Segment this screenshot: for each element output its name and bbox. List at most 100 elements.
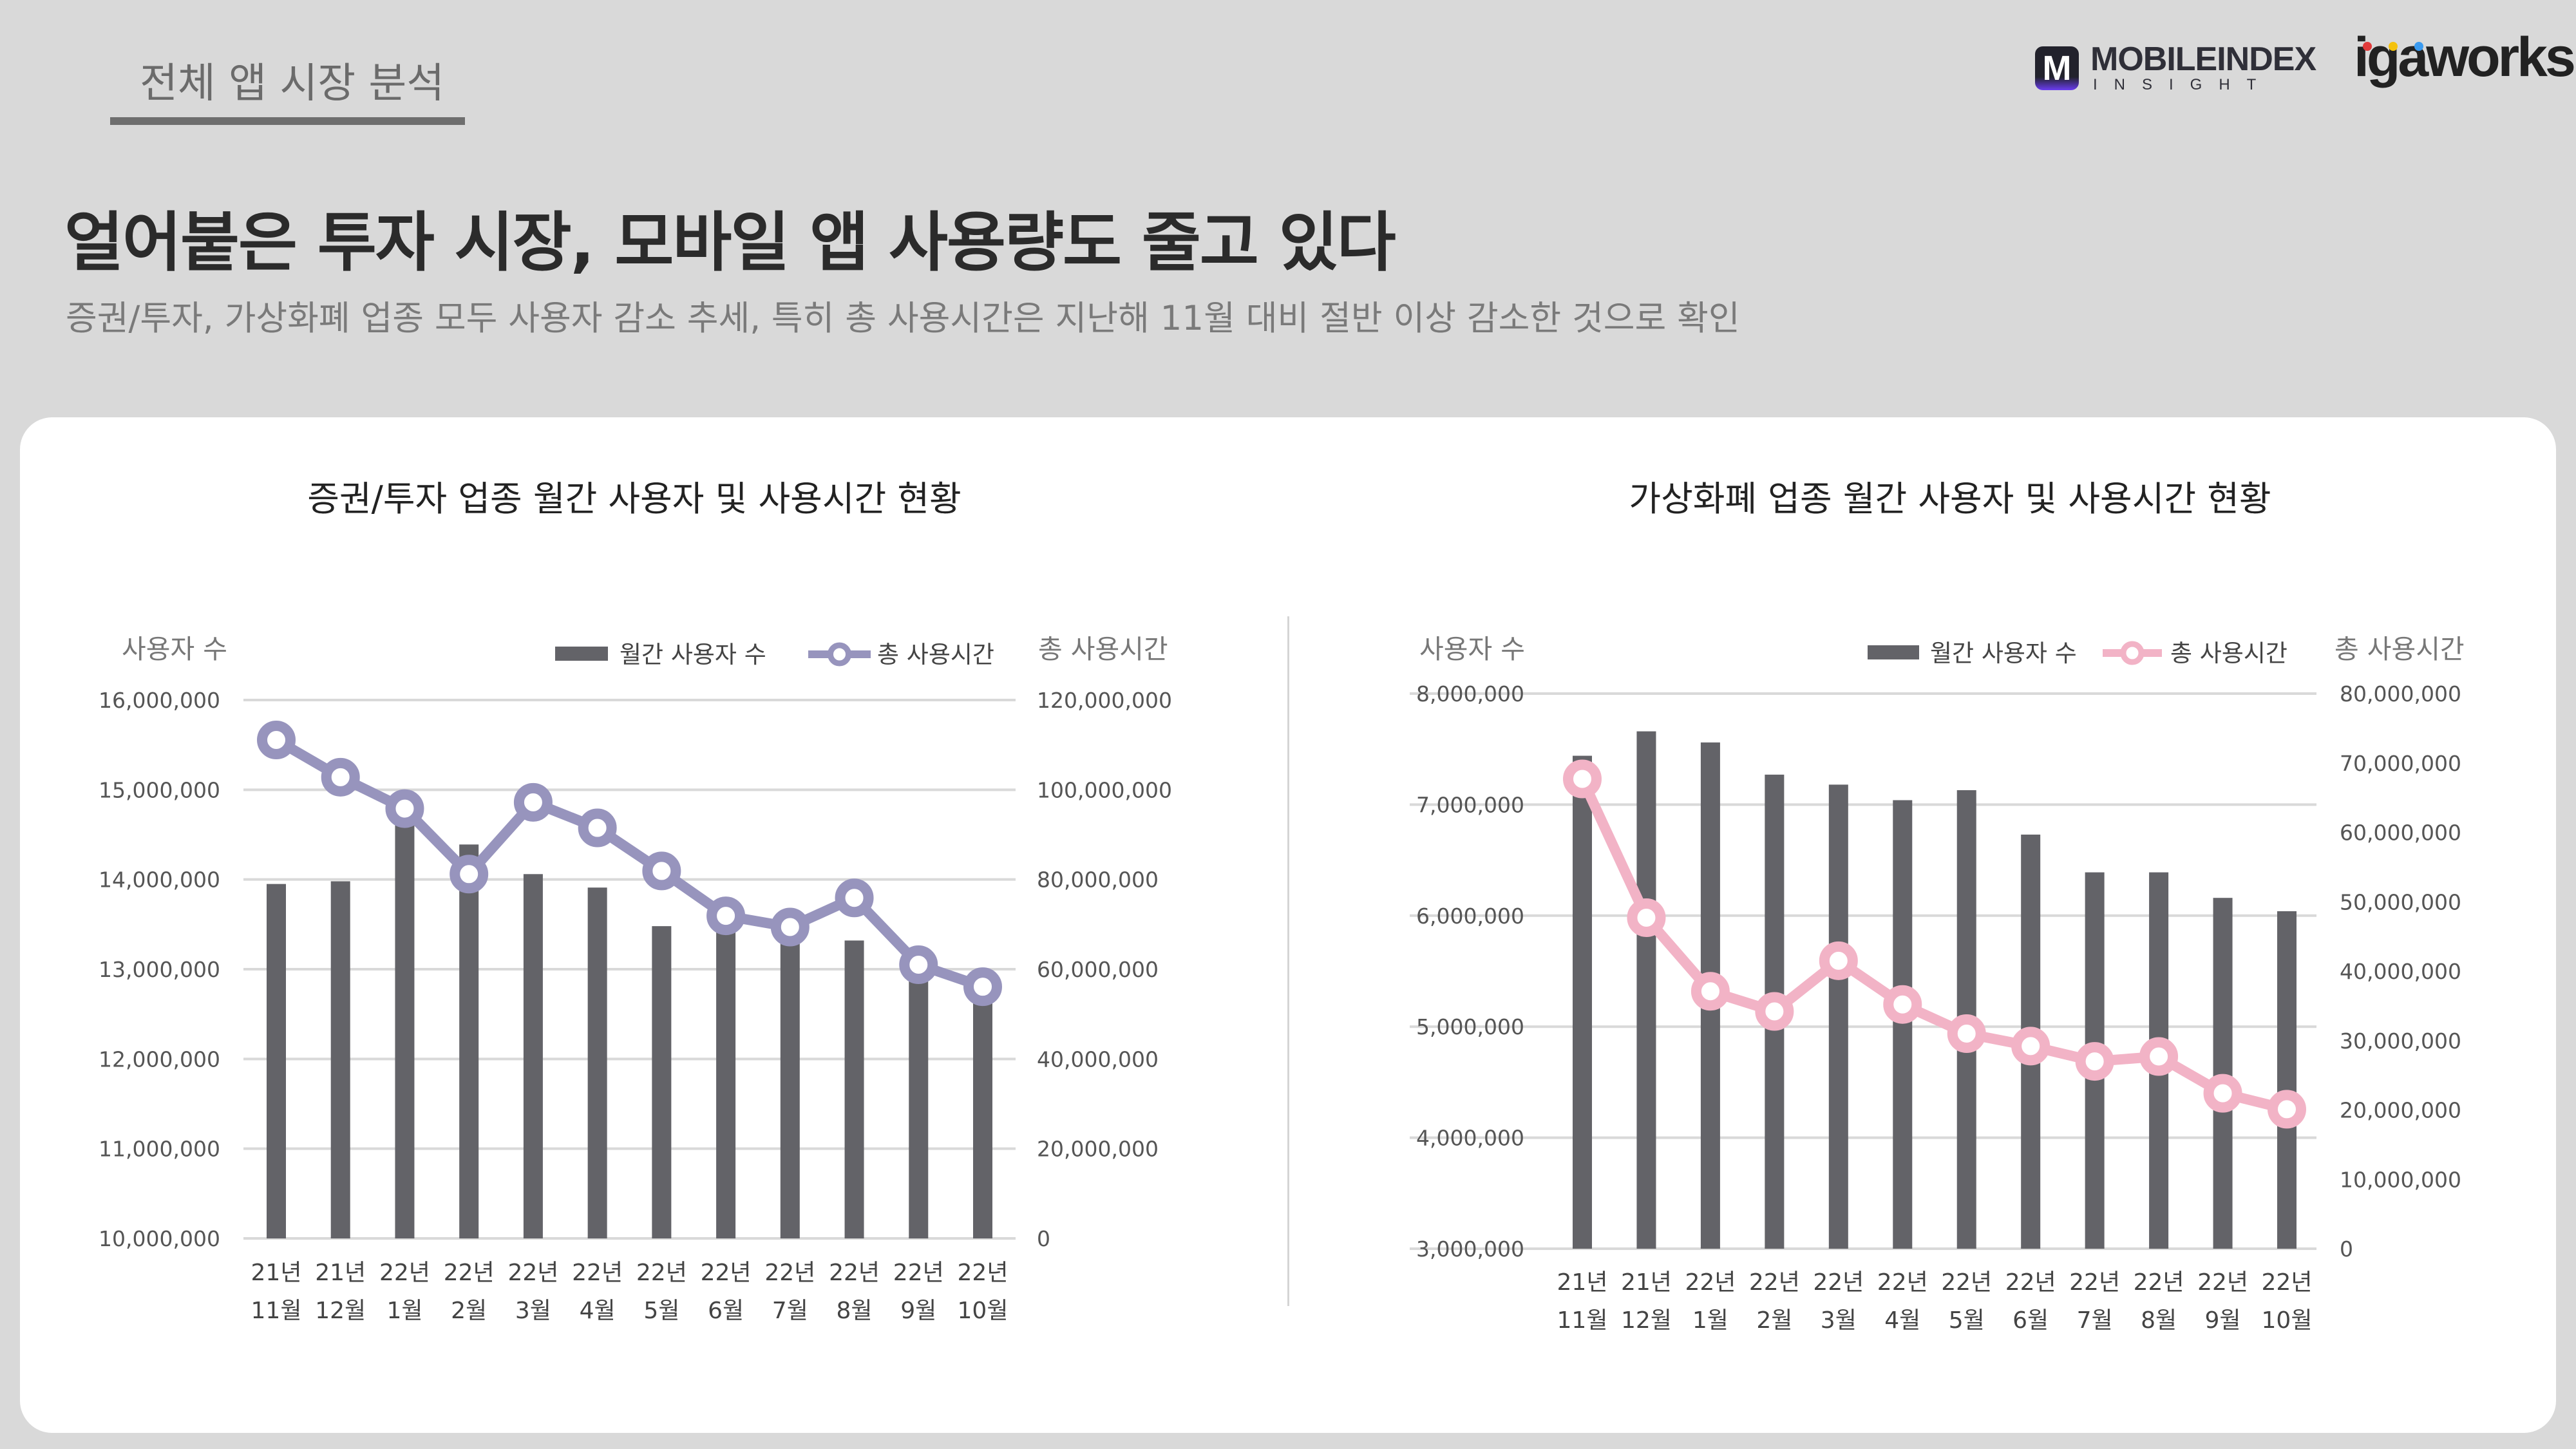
x-tick-label-year: 22년: [829, 1260, 880, 1286]
x-tick-label-year: 22년: [2005, 1269, 2056, 1296]
x-tick-label-month: 11월: [1557, 1307, 1608, 1334]
x-tick-label-year: 22년: [444, 1260, 495, 1286]
section-tab[interactable]: 전체 앱 시장 분석: [140, 60, 445, 108]
y-right-tick-label: 70,000,000: [2340, 751, 2461, 776]
y-left-tick-label: 12,000,000: [99, 1046, 220, 1072]
line-point-usage-time: [899, 945, 938, 985]
mobileindex-logo-icon: M: [2035, 46, 2079, 90]
line-point-usage-time: [2203, 1074, 2242, 1113]
legend-bar-swatch: [555, 647, 608, 661]
x-tick-label-month: 6월: [2012, 1307, 2049, 1334]
y-right-tick-label: 40,000,000: [1037, 1046, 1159, 1072]
y-right-axis-title: 총 사용시간: [1038, 634, 1168, 665]
line-point-usage-time: [706, 896, 746, 936]
x-tick-label-month: 3월: [1821, 1307, 1857, 1334]
x-tick-label-year: 22년: [1941, 1269, 1992, 1296]
bar-users: [1573, 755, 1592, 1249]
x-tick-label-month: 10월: [958, 1298, 1009, 1324]
line-point-usage-time: [1755, 992, 1794, 1031]
line-point-usage-time: [257, 721, 296, 760]
x-tick-label-year: 22년: [1813, 1269, 1864, 1296]
line-point-usage-time: [2075, 1042, 2114, 1081]
bar-users: [716, 931, 736, 1238]
legend-line-marker: [828, 642, 851, 667]
y-right-tick-label: 50,000,000: [2340, 889, 2461, 914]
x-tick-label-month: 2월: [451, 1298, 487, 1324]
y-right-tick-label: 60,000,000: [1037, 957, 1159, 982]
y-left-tick-label: 11,000,000: [99, 1137, 220, 1162]
x-tick-label-month: 7월: [772, 1298, 808, 1324]
bar-users: [459, 844, 479, 1238]
bar-users: [909, 978, 929, 1238]
line-point-usage-time: [770, 907, 810, 947]
x-tick-label-month: 9월: [900, 1298, 936, 1324]
y-left-tick-label: 5,000,000: [1416, 1014, 1524, 1039]
x-tick-label-year: 22년: [2069, 1269, 2120, 1296]
y-right-tick-label: 0: [1037, 1226, 1050, 1251]
page-title: 얼어붙은 투자 시장, 모바일 앱 사용량도 줄고 있다: [64, 205, 1396, 280]
y-right-tick-label: 20,000,000: [1037, 1137, 1159, 1162]
x-tick-label-year: 22년: [893, 1260, 944, 1286]
y-left-axis-title: 사용자 수: [1419, 634, 1525, 665]
x-tick-label-month: 4월: [1884, 1307, 1920, 1334]
bar-users: [587, 887, 607, 1238]
x-tick-label-year: 21년: [1621, 1269, 1672, 1296]
line-point-usage-time: [1627, 898, 1666, 938]
line-point-usage-time: [642, 851, 681, 891]
x-tick-label-year: 22년: [636, 1260, 687, 1286]
x-tick-label-year: 22년: [2262, 1269, 2313, 1296]
bar-users: [330, 881, 350, 1238]
legend-line-marker: [2120, 641, 2145, 665]
x-tick-label-month: 1월: [386, 1298, 422, 1324]
y-right-tick-label: 0: [2340, 1236, 2353, 1262]
bar-users: [395, 821, 415, 1238]
x-tick-label-month: 9월: [2205, 1307, 2241, 1334]
x-tick-label-year: 22년: [701, 1260, 752, 1286]
y-right-tick-label: 80,000,000: [2340, 681, 2461, 706]
legend-line-label: 총 사용시간: [2170, 639, 2287, 667]
x-tick-label-year: 22년: [958, 1260, 1009, 1286]
bar-users: [267, 884, 286, 1238]
x-tick-label-year: 22년: [1685, 1269, 1736, 1296]
x-tick-label-month: 8월: [837, 1298, 873, 1324]
line-point-usage-time: [450, 855, 489, 894]
x-tick-label-month: 1월: [1692, 1307, 1728, 1334]
y-left-tick-label: 7,000,000: [1416, 792, 1524, 817]
page-subtitle: 증권/투자, 가상화폐 업종 모두 사용자 감소 추세, 특히 총 사용시간은 …: [66, 299, 1740, 338]
y-left-tick-label: 14,000,000: [99, 867, 220, 893]
x-tick-label-month: 7월: [2077, 1307, 2113, 1334]
x-tick-label-year: 22년: [379, 1260, 430, 1286]
y-right-tick-label: 100,000,000: [1037, 777, 1172, 802]
line-usage-time: [273, 735, 985, 992]
x-tick-label-year: 21년: [251, 1260, 302, 1286]
x-tick-label-month: 3월: [515, 1298, 551, 1324]
chart-title-crypto: 가상화폐 업종 월간 사용자 및 사용시간 현황: [1629, 478, 2271, 519]
bar-users: [652, 926, 672, 1238]
x-tick-label-year: 21년: [315, 1260, 366, 1286]
y-left-tick-label: 10,000,000: [99, 1226, 220, 1251]
line-point-usage-time: [513, 782, 553, 822]
bar-users: [523, 874, 543, 1238]
line-point-usage-time: [1819, 941, 1858, 980]
y-right-tick-label: 40,000,000: [2340, 959, 2461, 984]
bar-users: [1828, 784, 1848, 1249]
mobileindex-logo: MOBILEINDEX: [2090, 41, 2316, 78]
line-point-usage-time: [1563, 759, 1602, 799]
line-point-usage-time: [2139, 1037, 2179, 1076]
legend-bar-swatch: [1868, 645, 1919, 659]
x-tick-label-month: 5월: [643, 1298, 679, 1324]
bar-users: [1893, 800, 1913, 1249]
line-point-usage-time: [1947, 1014, 1986, 1053]
legend-bar-label: 월간 사용자 수: [620, 641, 766, 668]
x-tick-label-month: 10월: [2262, 1307, 2313, 1334]
bar-users: [2213, 898, 2233, 1249]
y-right-axis-title: 총 사용시간: [2334, 634, 2465, 665]
y-right-tick-label: 60,000,000: [2340, 820, 2461, 846]
y-right-tick-label: 10,000,000: [2340, 1167, 2461, 1192]
x-tick-label-year: 22년: [764, 1260, 815, 1286]
bar-users: [1636, 731, 1656, 1249]
y-left-tick-label: 4,000,000: [1416, 1126, 1524, 1151]
line-point-usage-time: [2268, 1090, 2306, 1129]
x-tick-label-year: 22년: [1877, 1269, 1928, 1296]
